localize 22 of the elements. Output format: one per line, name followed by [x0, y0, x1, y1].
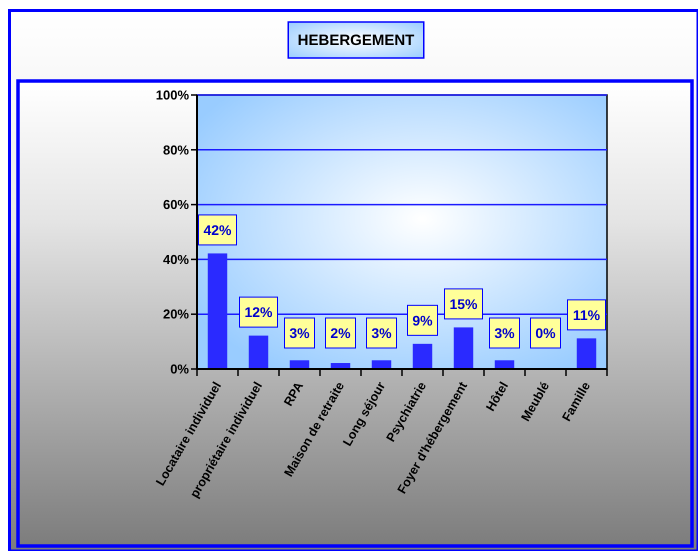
y-tick-label: 20%: [162, 306, 190, 322]
chart-title: HEBERGEMENT: [298, 32, 414, 49]
data-label: 42%: [203, 222, 232, 238]
bar: [248, 336, 268, 370]
data-label: 0%: [535, 325, 556, 341]
data-label: 15%: [449, 296, 478, 312]
bar: [454, 327, 474, 370]
data-label: 3%: [371, 325, 392, 341]
y-tick-label: 0%: [170, 362, 190, 376]
y-tick-label: 60%: [162, 197, 190, 212]
bar: [576, 338, 596, 370]
data-label: 3%: [494, 325, 516, 341]
data-label: 11%: [572, 306, 601, 323]
data-label: 9%: [412, 312, 434, 328]
y-tick-label: 80%: [162, 142, 190, 158]
data-label: 2%: [330, 325, 352, 341]
data-label: 12%: [244, 304, 274, 320]
bar: [412, 344, 432, 370]
data-label: 3%: [289, 325, 310, 341]
y-tick-label: 40%: [162, 252, 190, 267]
y-tick-label: 100%: [156, 88, 190, 102]
bar: [208, 253, 228, 370]
